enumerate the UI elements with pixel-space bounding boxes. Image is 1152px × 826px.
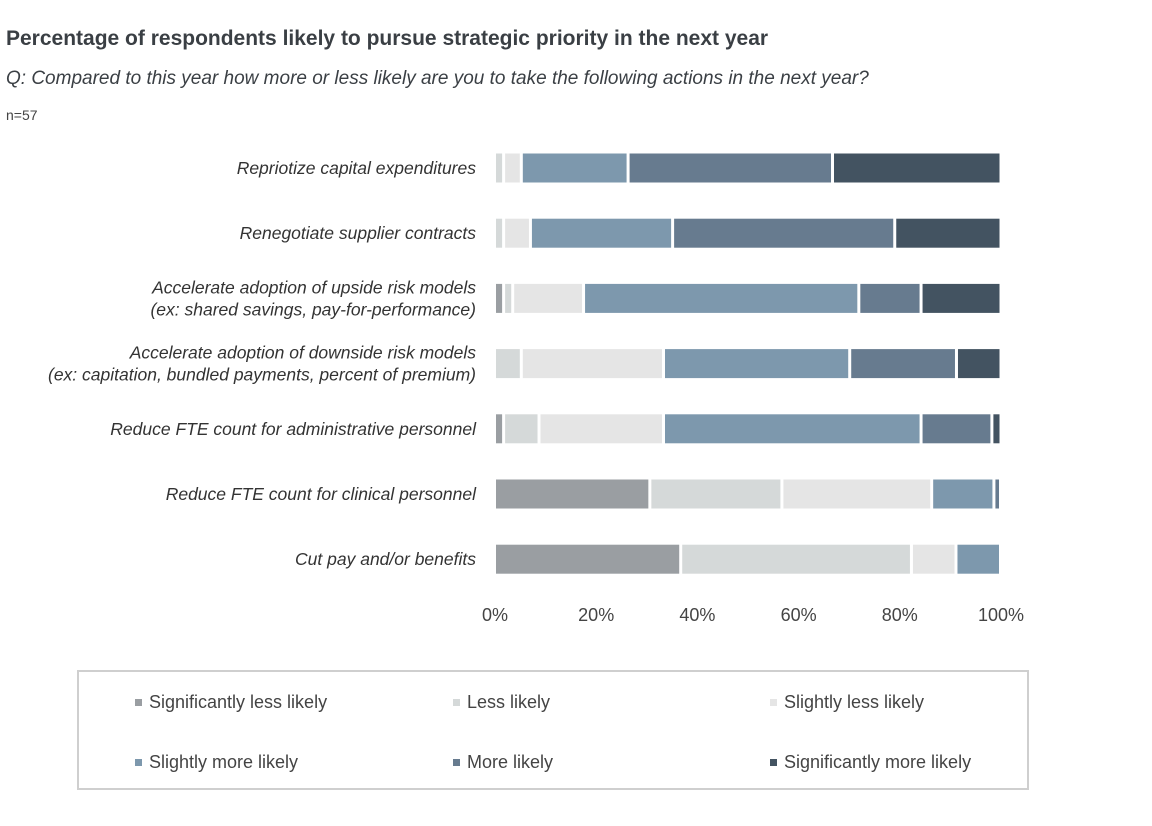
category-label: Repriotize capital expenditures bbox=[237, 158, 477, 178]
category-label: Reduce FTE count for administrative pers… bbox=[110, 419, 477, 439]
category-label: Accelerate adoption of upside risk model… bbox=[151, 277, 476, 297]
legend-label: Less likely bbox=[467, 692, 551, 712]
bar-segment-more-likely bbox=[860, 283, 920, 313]
legend-item: Significantly more likely bbox=[770, 752, 971, 773]
bar-segment-slightly-less-likely bbox=[522, 349, 663, 379]
bar-segment-slightly-more-likely bbox=[933, 479, 993, 509]
bar-segment-slightly-less-likely bbox=[505, 153, 520, 183]
category-label: (ex: shared savings, pay-for-performance… bbox=[150, 299, 476, 319]
legend-swatch bbox=[453, 759, 460, 766]
category-label: Reduce FTE count for clinical personnel bbox=[166, 484, 477, 504]
legend-swatch bbox=[135, 699, 142, 706]
bar-segment-less-likely bbox=[496, 153, 503, 183]
legend-item: Significantly less likely bbox=[135, 692, 327, 713]
legend-swatch bbox=[770, 759, 777, 766]
category-label: Accelerate adoption of downside risk mod… bbox=[129, 343, 477, 363]
x-tick-label: 60% bbox=[781, 605, 817, 625]
bar-segment-less-likely bbox=[651, 479, 781, 509]
bar-segment-significantly-less-likely bbox=[496, 479, 649, 509]
bar-segment-slightly-less-likely bbox=[912, 544, 955, 574]
legend-label: More likely bbox=[467, 752, 554, 772]
bar-segment-slightly-less-likely bbox=[783, 479, 931, 509]
bar-segment-slightly-less-likely bbox=[505, 218, 529, 248]
bar-segment-more-likely bbox=[629, 153, 832, 183]
legend-label: Slightly more likely bbox=[149, 752, 299, 772]
legend-swatch bbox=[453, 699, 460, 706]
legend-item: Slightly more likely bbox=[135, 752, 298, 773]
bar-segment-less-likely bbox=[505, 414, 538, 444]
bar-segment-significantly-more-likely bbox=[834, 153, 1000, 183]
bar-segment-less-likely bbox=[682, 544, 910, 574]
category-label: (ex: capitation, bundled payments, perce… bbox=[48, 365, 476, 385]
x-tick-label: 80% bbox=[882, 605, 918, 625]
bar-segment-slightly-more-likely bbox=[531, 218, 672, 248]
x-tick-label: 20% bbox=[578, 605, 614, 625]
legend-item: More likely bbox=[453, 752, 553, 773]
bar-segment-less-likely bbox=[496, 349, 520, 379]
bar-segment-slightly-more-likely bbox=[665, 414, 920, 444]
bar-segment-slightly-more-likely bbox=[665, 349, 849, 379]
legend-swatch bbox=[770, 699, 777, 706]
category-label: Renegotiate supplier contracts bbox=[240, 223, 477, 243]
legend-label: Slightly less likely bbox=[784, 692, 925, 712]
sample-size: n=57 bbox=[6, 107, 38, 123]
chart-title: Percentage of respondents likely to purs… bbox=[6, 27, 769, 50]
bar-segment-significantly-more-likely bbox=[957, 349, 1000, 379]
bar-segment-significantly-less-likely bbox=[496, 544, 680, 574]
category-label: Cut pay and/or benefits bbox=[295, 549, 476, 569]
bar-segment-less-likely bbox=[505, 283, 512, 313]
x-tick-label: 100% bbox=[978, 605, 1024, 625]
x-tick-label: 0% bbox=[482, 605, 508, 625]
legend-item: Slightly less likely bbox=[770, 692, 924, 713]
bar-segment-more-likely bbox=[674, 218, 894, 248]
chart-subtitle: Q: Compared to this year how more or les… bbox=[6, 68, 869, 89]
stacked-bar-chart: Repriotize capital expenditures Renegotia… bbox=[48, 153, 1024, 625]
legend-item: Less likely bbox=[453, 692, 550, 713]
x-tick-label: 40% bbox=[679, 605, 715, 625]
bar-segment-slightly-less-likely bbox=[540, 414, 663, 444]
bar-segment-significantly-less-likely bbox=[496, 414, 503, 444]
bar-segment-more-likely bbox=[851, 349, 955, 379]
bar-segment-significantly-more-likely bbox=[922, 283, 1000, 313]
bar-segment-more-likely bbox=[922, 414, 991, 444]
legend: Significantly less likely Less likely Slig… bbox=[77, 670, 1029, 790]
bar-segment-significantly-less-likely bbox=[496, 283, 503, 313]
bar-segment-more-likely bbox=[995, 479, 999, 509]
bar-segment-slightly-more-likely bbox=[522, 153, 627, 183]
legend-swatch bbox=[135, 759, 142, 766]
bar-segment-slightly-less-likely bbox=[514, 283, 583, 313]
bar-segment-slightly-more-likely bbox=[585, 283, 858, 313]
bar-segment-less-likely bbox=[496, 218, 503, 248]
bar-segment-significantly-more-likely bbox=[896, 218, 1000, 248]
bar-segment-significantly-more-likely bbox=[993, 414, 1000, 444]
legend-label: Significantly less likely bbox=[149, 692, 328, 712]
bar-segment-slightly-more-likely bbox=[957, 544, 999, 574]
legend-label: Significantly more likely bbox=[784, 752, 972, 772]
